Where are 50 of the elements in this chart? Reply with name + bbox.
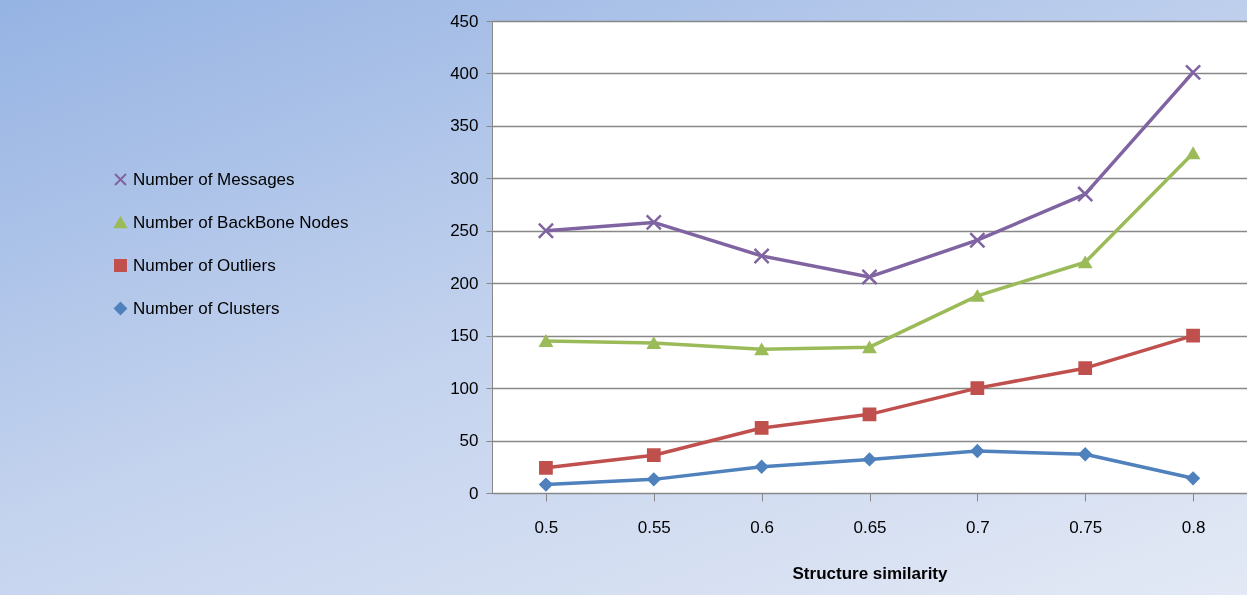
x-tick-label: 0.75 [1069,517,1103,537]
point [646,336,661,350]
x-tick-label: 0.5 [534,517,559,537]
point [754,343,769,356]
point [970,444,985,458]
point [1078,447,1093,462]
y-tick-label: 50 [459,431,479,451]
x-tick-label: 0.6 [750,517,774,537]
point [969,231,986,249]
point [1078,361,1093,376]
point [754,459,769,474]
point [539,460,553,475]
point [539,334,553,347]
legend-label: Number of Outliers [133,255,276,275]
point [646,448,661,463]
point [1076,185,1094,203]
point [537,222,555,240]
point [1186,471,1200,486]
x-axis-title: Structure similarity [792,563,949,583]
point [862,452,877,467]
point [862,407,877,422]
y-tick-label: 350 [450,116,479,136]
y-tick-label: 300 [450,168,479,188]
y-tick-label: 150 [450,326,479,346]
legend-label: Number of BackBone Nodes [133,212,349,232]
legend-label: Number of Messages [133,169,295,189]
point [1078,256,1093,269]
y-tick-label: 250 [450,221,479,241]
point [970,381,985,395]
point [1186,147,1200,160]
x-tick-label: 0.55 [637,517,671,537]
y-tick-label: 450 [450,11,479,31]
y-tick-label: 100 [450,378,479,398]
y-tick-label: 200 [450,273,479,293]
point [862,341,877,354]
point [1184,64,1202,81]
point [861,268,878,286]
y-tick-label: 400 [450,63,479,83]
x-tick-label: 0.8 [1181,517,1206,537]
legend-label: Number of Clusters [133,298,280,318]
point [646,472,661,487]
point [645,214,663,231]
point [753,247,770,265]
point [1186,328,1200,343]
x-tick-label: 0.7 [966,517,990,537]
x-tick-label: 0.65 [853,517,887,537]
point [754,421,769,435]
point [539,477,553,492]
point [970,289,985,302]
y-tick-label: 0 [469,483,479,503]
